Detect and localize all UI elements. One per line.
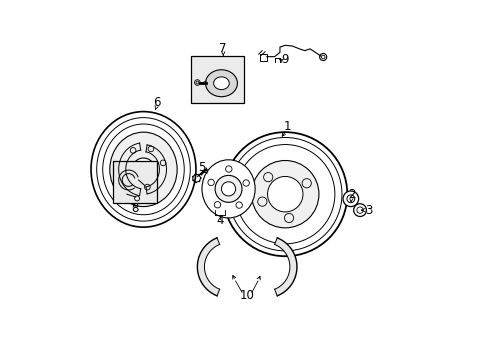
Text: 2: 2 — [347, 188, 355, 201]
Text: 6: 6 — [153, 95, 160, 108]
Text: 3: 3 — [364, 204, 371, 217]
Polygon shape — [197, 238, 219, 296]
Bar — [260, 54, 266, 61]
Text: 5: 5 — [198, 161, 205, 174]
Circle shape — [343, 191, 358, 207]
Polygon shape — [274, 238, 296, 296]
Circle shape — [132, 158, 155, 181]
Text: 10: 10 — [239, 289, 254, 302]
Text: 4: 4 — [216, 214, 223, 227]
Circle shape — [353, 204, 366, 216]
Bar — [112, 161, 157, 203]
Circle shape — [251, 161, 318, 228]
Bar — [191, 56, 244, 103]
Ellipse shape — [213, 77, 229, 90]
Ellipse shape — [202, 160, 255, 218]
Ellipse shape — [205, 70, 237, 97]
Text: 8: 8 — [131, 202, 138, 215]
Circle shape — [221, 182, 235, 196]
Circle shape — [215, 175, 242, 202]
Circle shape — [267, 176, 303, 212]
Text: 9: 9 — [281, 53, 288, 66]
Ellipse shape — [110, 132, 177, 207]
Text: 1: 1 — [283, 120, 290, 132]
Circle shape — [223, 132, 346, 256]
Text: 7: 7 — [219, 42, 226, 55]
